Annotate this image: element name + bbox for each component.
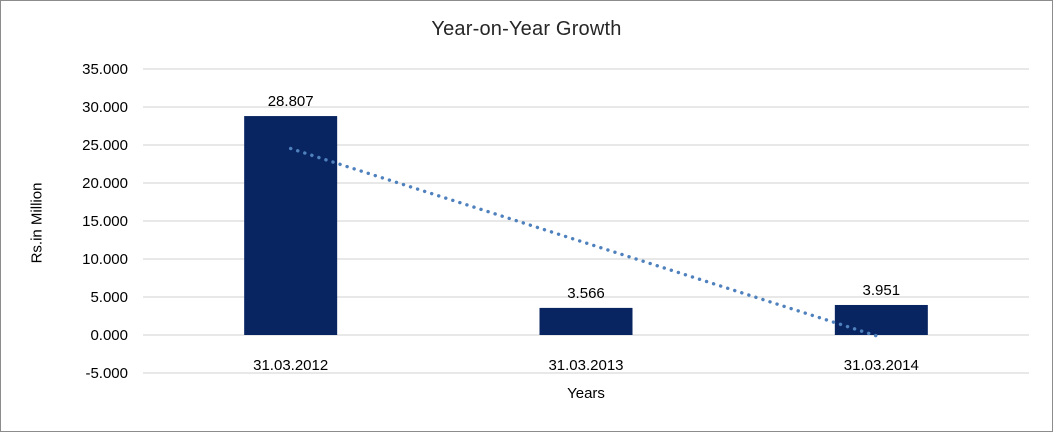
x-tick-label: 31.03.2014 <box>844 357 919 374</box>
bar-31.03.2012 <box>244 116 338 335</box>
y-tick-label: 25.000 <box>82 137 128 154</box>
bar-31.03.2013 <box>539 307 633 335</box>
y-tick-label: 0.000 <box>90 327 128 344</box>
x-tick-label: 31.03.2013 <box>548 357 623 374</box>
x-axis-title: Years <box>567 385 605 402</box>
y-tick-label: 30.000 <box>82 99 128 116</box>
data-label: 3.566 <box>567 285 605 302</box>
y-tick-label: -5.000 <box>85 365 128 382</box>
y-tick-label: 5.000 <box>90 289 128 306</box>
trendline <box>288 146 884 340</box>
data-label: 28.807 <box>268 93 314 110</box>
x-tick-label: 31.03.2012 <box>253 357 328 374</box>
y-tick-label: 35.000 <box>82 61 128 78</box>
y-tick-label: 10.000 <box>82 251 128 268</box>
bar-31.03.2014 <box>834 304 928 335</box>
data-label: 3.951 <box>863 282 901 299</box>
y-tick-label: 15.000 <box>82 213 128 230</box>
chart-title: Year-on-Year Growth <box>431 18 622 40</box>
y-tick-label: 20.000 <box>82 175 128 192</box>
